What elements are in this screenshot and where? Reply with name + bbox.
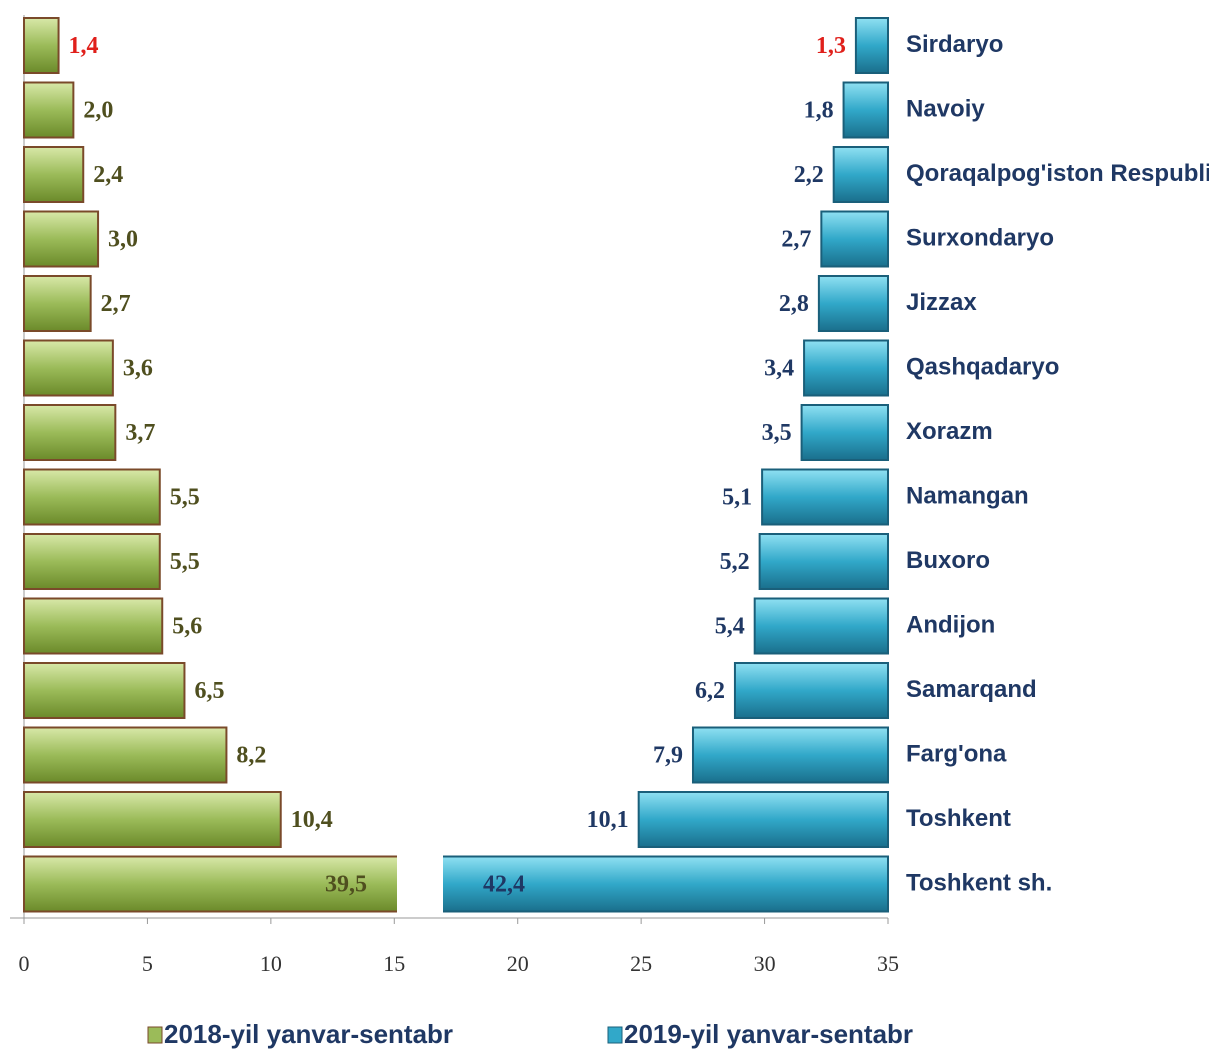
value-label: 5,4 xyxy=(715,614,745,640)
category-label: Jizzax xyxy=(906,289,977,316)
value-label: 2,0 xyxy=(83,98,113,124)
x-tick-label: 15 xyxy=(383,951,405,976)
category-label: Namangan xyxy=(906,482,1029,509)
value-label: 2,7 xyxy=(101,291,131,317)
x-tick-label: 30 xyxy=(754,951,776,976)
value-label: 5,5 xyxy=(170,485,200,511)
value-label: 2,7 xyxy=(781,227,811,253)
value-label: 3,5 xyxy=(762,420,792,446)
x-tick-label: 35 xyxy=(877,951,899,976)
legend-swatch xyxy=(147,1026,163,1044)
value-label: 1,3 xyxy=(816,33,846,59)
x-tick-label: 20 xyxy=(507,951,529,976)
value-label: 10,4 xyxy=(291,807,333,833)
bar xyxy=(23,146,85,203)
value-label: 5,2 xyxy=(720,549,750,575)
category-label: Navoiy xyxy=(906,95,985,122)
bar xyxy=(23,339,114,397)
bar xyxy=(23,533,161,590)
value-label: 5,6 xyxy=(172,614,202,640)
bar xyxy=(23,210,100,268)
value-label: 1,8 xyxy=(804,98,834,124)
bar xyxy=(443,855,890,913)
value-label: 10,1 xyxy=(587,807,629,833)
x-tick-label: 0 xyxy=(19,951,30,976)
x-tick-label: 25 xyxy=(630,951,652,976)
category-label: Andijon xyxy=(906,611,995,638)
value-label: 2,2 xyxy=(794,162,824,188)
bar xyxy=(854,17,889,74)
category-label: Qashqadaryo xyxy=(906,353,1059,380)
bar xyxy=(758,533,889,590)
value-label: 2,4 xyxy=(93,162,123,188)
bar xyxy=(842,81,890,139)
bar xyxy=(23,275,92,332)
value-label: 3,4 xyxy=(764,356,794,382)
category-label: Samarqand xyxy=(906,676,1037,703)
value-label: 8,2 xyxy=(236,743,266,769)
value-label: 3,0 xyxy=(108,227,138,253)
value-label: 1,4 xyxy=(69,33,99,59)
bar xyxy=(23,726,228,784)
bar xyxy=(733,662,889,719)
bar xyxy=(23,662,186,719)
value-label: 39,5 xyxy=(325,872,367,898)
category-label: Xorazm xyxy=(906,418,993,445)
bar xyxy=(817,275,890,332)
bar xyxy=(637,791,889,848)
category-label: Qoraqalpog'iston Respublikasi xyxy=(906,160,1209,187)
bar xyxy=(761,468,889,526)
value-label: 6,2 xyxy=(695,678,725,704)
series xyxy=(23,17,397,913)
legend-label: 2019-yil yanvar-sentabr xyxy=(624,1019,913,1049)
legend-label: 2018-yil yanvar-sentabr xyxy=(164,1019,453,1049)
x-tick-label: 10 xyxy=(260,951,282,976)
category-label: Toshkent sh. xyxy=(906,869,1052,896)
category-label: Farg'ona xyxy=(906,740,1007,767)
bar xyxy=(691,726,889,784)
bar xyxy=(832,146,889,203)
legend-swatch xyxy=(607,1026,623,1044)
category-label: Buxoro xyxy=(906,547,990,574)
bar xyxy=(23,855,397,913)
value-label: 5,1 xyxy=(722,485,752,511)
series xyxy=(443,17,890,913)
bar xyxy=(23,17,60,74)
bar xyxy=(23,468,161,526)
value-label: 42,4 xyxy=(483,872,525,898)
value-label: 2,8 xyxy=(779,291,809,317)
bar xyxy=(23,791,282,848)
value-label: 7,9 xyxy=(653,743,683,769)
bar xyxy=(800,404,889,461)
bar xyxy=(23,404,117,461)
value-label: 6,5 xyxy=(194,678,224,704)
x-tick-label: 5 xyxy=(142,951,153,976)
category-label: Toshkent xyxy=(906,805,1011,832)
bar xyxy=(23,597,164,655)
value-label: 3,7 xyxy=(125,420,155,446)
value-label: 5,5 xyxy=(170,549,200,575)
value-label: 3,6 xyxy=(123,356,153,382)
bar xyxy=(820,210,889,268)
category-label: Surxondaryo xyxy=(906,224,1054,251)
bar xyxy=(23,81,75,139)
bar xyxy=(753,597,889,655)
category-label: Sirdaryo xyxy=(906,31,1003,58)
bar xyxy=(803,339,889,397)
